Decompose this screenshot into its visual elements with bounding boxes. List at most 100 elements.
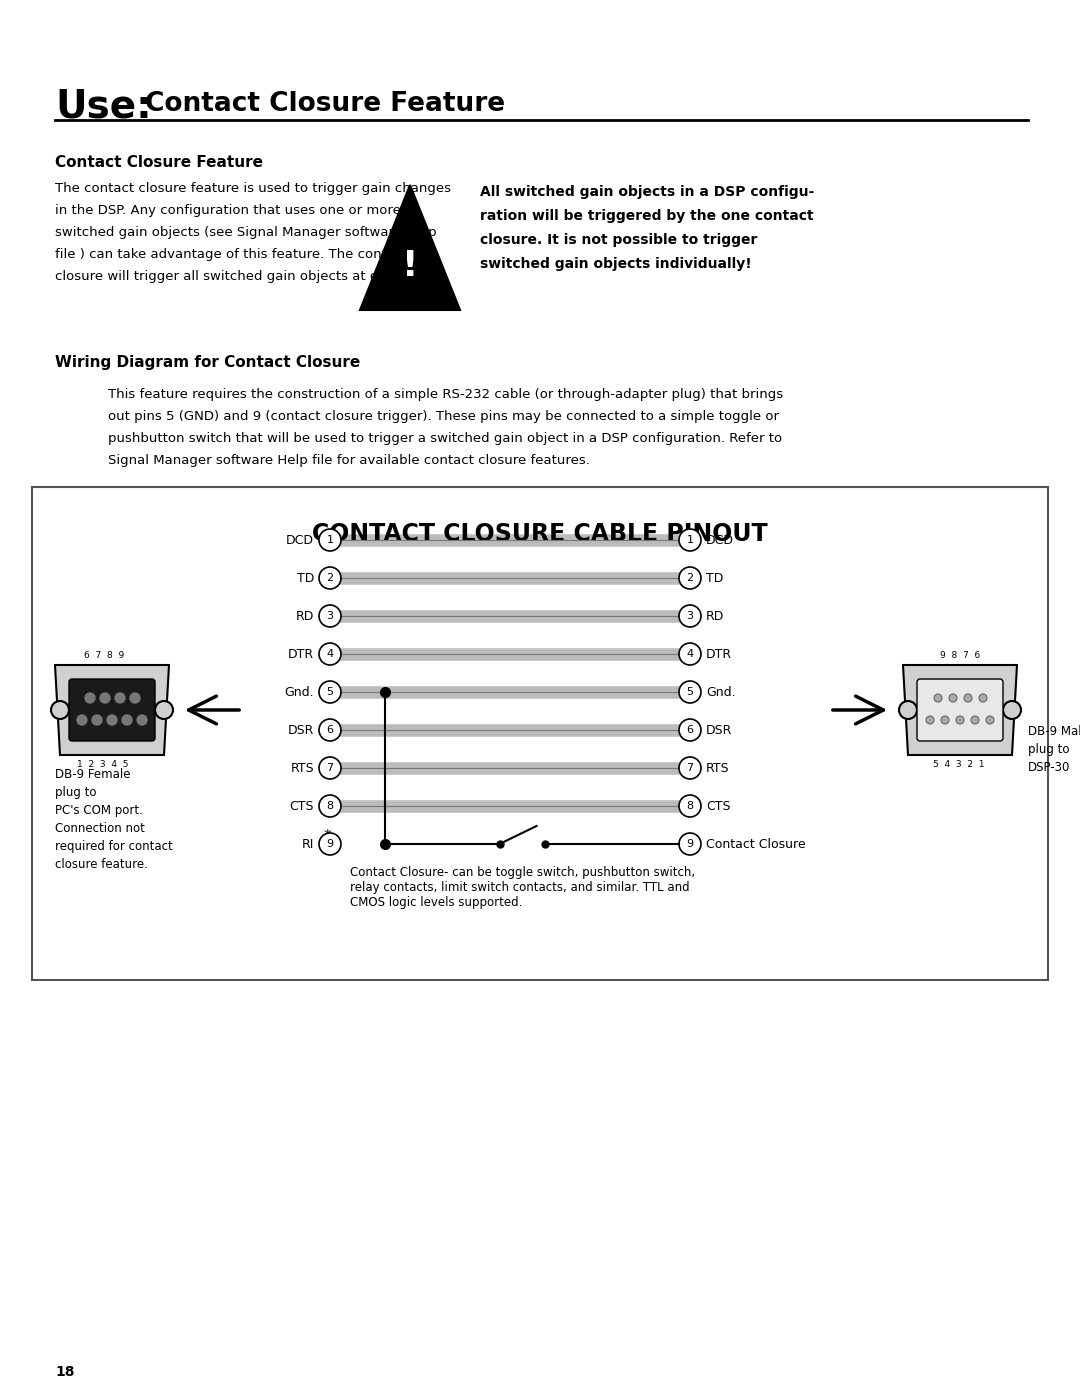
FancyArrowPatch shape <box>833 696 883 724</box>
Text: 1: 1 <box>687 535 693 545</box>
Text: DCD: DCD <box>706 534 734 546</box>
Polygon shape <box>360 184 460 310</box>
Text: 1: 1 <box>326 535 334 545</box>
Circle shape <box>92 715 102 725</box>
Circle shape <box>926 717 934 724</box>
Text: Contact Closure: Contact Closure <box>706 837 806 851</box>
Text: 8: 8 <box>326 800 334 812</box>
Circle shape <box>319 605 341 627</box>
Text: 9  8  7  6: 9 8 7 6 <box>940 651 981 659</box>
Circle shape <box>679 643 701 665</box>
Text: switched gain objects individually!: switched gain objects individually! <box>480 257 752 271</box>
Circle shape <box>51 701 69 719</box>
Text: RD: RD <box>706 609 725 623</box>
Text: 6: 6 <box>687 725 693 735</box>
Text: ration will be triggered by the one contact: ration will be triggered by the one cont… <box>480 210 813 224</box>
Text: DSR: DSR <box>706 724 732 736</box>
Circle shape <box>964 694 972 703</box>
Text: Wiring Diagram for Contact Closure: Wiring Diagram for Contact Closure <box>55 355 361 370</box>
Circle shape <box>77 715 87 725</box>
Circle shape <box>679 719 701 740</box>
Text: 5: 5 <box>687 687 693 697</box>
Text: CONTACT CLOSURE CABLE PINOUT: CONTACT CLOSURE CABLE PINOUT <box>312 522 768 546</box>
Circle shape <box>114 693 125 703</box>
Circle shape <box>130 693 140 703</box>
Circle shape <box>679 833 701 855</box>
Circle shape <box>986 717 994 724</box>
Text: DTR: DTR <box>288 647 314 661</box>
Circle shape <box>679 529 701 550</box>
Text: DTR: DTR <box>706 647 732 661</box>
Text: DB-9 Male
plug to
DSP-30: DB-9 Male plug to DSP-30 <box>1028 725 1080 774</box>
Circle shape <box>319 567 341 590</box>
Text: Contact Closure Feature: Contact Closure Feature <box>55 155 264 170</box>
Circle shape <box>934 694 942 703</box>
FancyArrowPatch shape <box>189 696 240 724</box>
Text: RTS: RTS <box>291 761 314 774</box>
Text: Contact Closure Feature: Contact Closure Feature <box>145 91 505 117</box>
Text: 5: 5 <box>326 687 334 697</box>
Text: closure will trigger all switched gain objects at once.: closure will trigger all switched gain o… <box>55 270 406 284</box>
Circle shape <box>679 757 701 780</box>
Circle shape <box>319 833 341 855</box>
Text: file ) can take advantage of this feature. The contact: file ) can take advantage of this featur… <box>55 249 407 261</box>
Text: TD: TD <box>297 571 314 584</box>
Text: 3: 3 <box>687 610 693 622</box>
Text: DB-9 Female
plug to
PC's COM port.
Connection not
required for contact
closure f: DB-9 Female plug to PC's COM port. Conne… <box>55 768 173 870</box>
Text: Gnd.: Gnd. <box>706 686 735 698</box>
Text: 6: 6 <box>326 725 334 735</box>
Text: RD: RD <box>296 609 314 623</box>
Text: 7: 7 <box>687 763 693 773</box>
Circle shape <box>85 693 95 703</box>
Circle shape <box>319 680 341 703</box>
Circle shape <box>899 701 917 719</box>
Text: Gnd.: Gnd. <box>284 686 314 698</box>
Text: 7: 7 <box>326 763 334 773</box>
Text: RTS: RTS <box>706 761 730 774</box>
Text: RI: RI <box>301 837 314 851</box>
Text: CTS: CTS <box>706 799 730 813</box>
Text: 3: 3 <box>326 610 334 622</box>
Text: 4: 4 <box>326 650 334 659</box>
Text: switched gain objects (see Signal Manager software Help: switched gain objects (see Signal Manage… <box>55 226 436 239</box>
Text: 6  7  8  9: 6 7 8 9 <box>84 651 124 659</box>
Text: *: * <box>324 828 332 844</box>
Text: 1  2  3  4  5: 1 2 3 4 5 <box>77 760 129 768</box>
Circle shape <box>137 715 147 725</box>
Text: 18: 18 <box>55 1365 75 1379</box>
Text: 2: 2 <box>326 573 334 583</box>
Text: 9: 9 <box>687 840 693 849</box>
Text: !: ! <box>402 249 418 282</box>
Circle shape <box>679 567 701 590</box>
Text: Use:: Use: <box>55 88 152 126</box>
Circle shape <box>971 717 978 724</box>
Text: 4: 4 <box>687 650 693 659</box>
FancyBboxPatch shape <box>32 488 1048 981</box>
Text: All switched gain objects in a DSP configu-: All switched gain objects in a DSP confi… <box>480 184 814 198</box>
Text: 5  4  3  2  1: 5 4 3 2 1 <box>933 760 985 768</box>
Circle shape <box>679 680 701 703</box>
Text: TD: TD <box>706 571 724 584</box>
Polygon shape <box>55 665 168 754</box>
Circle shape <box>319 529 341 550</box>
Circle shape <box>956 717 964 724</box>
Text: Signal Manager software Help file for available contact closure features.: Signal Manager software Help file for av… <box>108 454 590 467</box>
Circle shape <box>156 701 173 719</box>
Text: pushbutton switch that will be used to trigger a switched gain object in a DSP c: pushbutton switch that will be used to t… <box>108 432 782 446</box>
Circle shape <box>319 757 341 780</box>
Text: out pins 5 (GND) and 9 (contact closure trigger). These pins may be connected to: out pins 5 (GND) and 9 (contact closure … <box>108 409 779 423</box>
Text: DSR: DSR <box>287 724 314 736</box>
Circle shape <box>100 693 110 703</box>
Text: This feature requires the construction of a simple RS-232 cable (or through-adap: This feature requires the construction o… <box>108 388 783 401</box>
Circle shape <box>319 795 341 817</box>
Circle shape <box>679 795 701 817</box>
Circle shape <box>122 715 132 725</box>
Text: closure. It is not possible to trigger: closure. It is not possible to trigger <box>480 233 757 247</box>
FancyBboxPatch shape <box>917 679 1003 740</box>
Text: DCD: DCD <box>286 534 314 546</box>
Text: 9: 9 <box>326 840 334 849</box>
Text: CTS: CTS <box>289 799 314 813</box>
Circle shape <box>107 715 117 725</box>
Polygon shape <box>903 665 1017 754</box>
Text: in the DSP. Any configuration that uses one or more: in the DSP. Any configuration that uses … <box>55 204 401 217</box>
